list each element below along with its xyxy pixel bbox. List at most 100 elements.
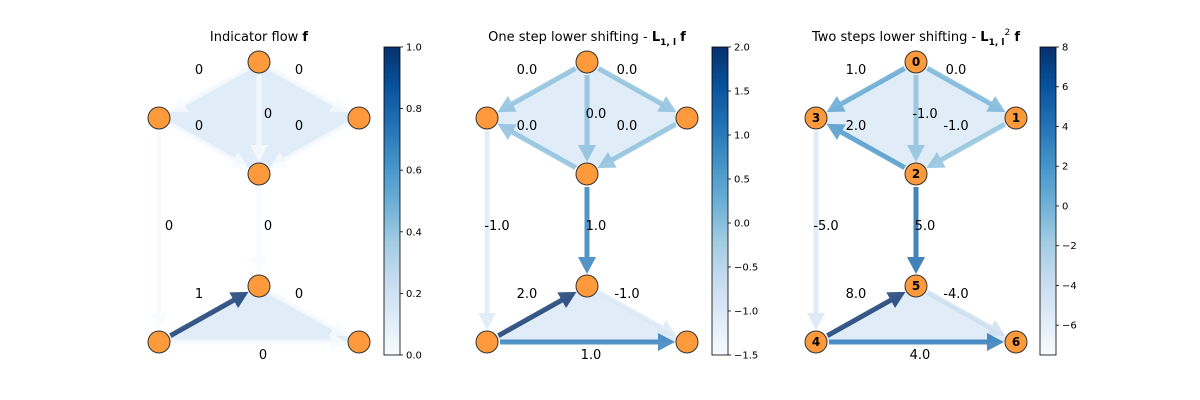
- colorbar-tick-label: 4: [1062, 122, 1068, 133]
- edge-label: 0.0: [617, 119, 638, 134]
- colorbar-tick-label: −1.0: [734, 307, 758, 318]
- edge-3-4: [807, 131, 825, 330]
- edge-label: 4.0: [910, 348, 931, 363]
- edge-arrowhead: [330, 333, 347, 351]
- edge-arrowhead: [597, 151, 617, 169]
- node-circle: [347, 330, 371, 354]
- colorbar-tick-label: 0.5: [734, 175, 750, 186]
- edge-arrowhead: [250, 145, 268, 162]
- edge-4-6: [500, 333, 675, 351]
- colorbar: −1.5 −1.0 −0.5 0.0 0.5 1.0 1.5 2.0: [711, 43, 758, 362]
- edge-label: 0: [195, 63, 203, 78]
- edge-line: [269, 290, 337, 331]
- edge-label: -1.0: [484, 219, 509, 234]
- edge-arrowhead: [886, 291, 906, 309]
- triangle-faces: [159, 62, 359, 342]
- node-circle: [1004, 106, 1028, 130]
- node-label: 3: [812, 111, 820, 125]
- triangle-face: [487, 286, 687, 342]
- triangle-face: [916, 62, 1016, 174]
- graph-edges: 1.0 0.0 -1.0 2.0 -1.0 -5.0 5.0 8.0 -4.0 4.0: [807, 63, 1006, 363]
- edge-arrowhead: [987, 333, 1004, 351]
- colorbar-gradient: [711, 46, 729, 356]
- panel-title: One step lower shifting - L1, l f: [488, 30, 686, 48]
- edge-label: 0: [295, 287, 303, 302]
- colorbar-tick-label: −6: [1062, 321, 1077, 332]
- colorbar-tick-label: −4: [1062, 281, 1077, 292]
- colorbar-tick-label: 1.0: [406, 43, 422, 54]
- edge-0-1: [926, 66, 1006, 113]
- colorbar-tick-label: 0.0: [734, 219, 750, 230]
- edge-label: -1.0: [614, 287, 639, 302]
- node-4: [475, 330, 499, 354]
- node-circle: [575, 274, 599, 298]
- triangle-face: [816, 62, 916, 174]
- edge-arrowhead: [150, 313, 168, 330]
- node-circle: [147, 106, 171, 130]
- node-1: [675, 106, 699, 130]
- edge-label: 0.0: [617, 63, 638, 78]
- edge-line: [281, 122, 349, 163]
- edge-arrowhead: [986, 95, 1006, 113]
- edge-label: 2.0: [517, 287, 538, 302]
- edge-line: [926, 290, 994, 331]
- node-circle: [147, 330, 171, 354]
- edge-line: [169, 297, 237, 338]
- edge-label: 0: [264, 107, 272, 122]
- node-circle: [347, 106, 371, 130]
- graph-edges: 0.0 0.0 0.0 0.0 0.0 -1.0 1.0 2.0 -1.0 1.0: [478, 63, 677, 363]
- edge-arrowhead: [986, 319, 1006, 337]
- colorbar-tick-label: −2: [1062, 241, 1077, 252]
- node-circle: [475, 106, 499, 130]
- node-circle: [575, 50, 599, 74]
- node-label: 0: [912, 55, 920, 69]
- edge-4-5: [169, 291, 249, 338]
- edge-arrowhead: [657, 319, 677, 337]
- edge-5-6: [597, 290, 677, 337]
- triangle-face: [159, 62, 259, 174]
- edge-line: [826, 297, 894, 338]
- edge-4-5: [826, 291, 906, 338]
- edge-arrowhead: [907, 257, 925, 274]
- node-6: [347, 330, 371, 354]
- colorbar-tick-label: 1.5: [734, 87, 750, 98]
- edge-arrowhead: [329, 95, 349, 113]
- triangle-face: [487, 62, 587, 174]
- edge-arrowhead: [478, 313, 496, 330]
- edge-label: 1.0: [846, 63, 867, 78]
- edge-0-3: [497, 66, 577, 113]
- node-0: 0: [904, 50, 928, 74]
- edge-arrowhead: [250, 257, 268, 274]
- edge-arrowhead: [557, 291, 577, 309]
- node-3: [475, 106, 499, 130]
- panel-title: Indicator flow f: [210, 30, 309, 45]
- node-circle: [675, 330, 699, 354]
- edge-label: -1.0: [912, 107, 937, 122]
- node-1: 1: [1004, 106, 1028, 130]
- edge-arrowhead: [169, 95, 189, 113]
- colorbar: −6 −4 −2 0 2 4 6 8: [1039, 43, 1077, 356]
- triangle-face: [259, 62, 359, 174]
- graph-edges: 0 0 0 0 0 0 0 1 0 0: [150, 63, 349, 363]
- edge-label: 8.0: [846, 287, 867, 302]
- edge-4-5: [497, 291, 577, 338]
- edge-label: -5.0: [813, 219, 838, 234]
- edge-line: [509, 129, 577, 170]
- edge-2-5: [250, 187, 268, 274]
- node-6: 6: [1004, 330, 1028, 354]
- edge-label: 5.0: [915, 219, 936, 234]
- edge-0-3: [826, 66, 906, 113]
- edge-label: 1.0: [586, 219, 607, 234]
- node-circle: [575, 162, 599, 186]
- node-circle: [904, 50, 928, 74]
- edge-5-6: [269, 290, 349, 337]
- node-label: 5: [912, 279, 920, 293]
- edge-line: [926, 66, 994, 107]
- edge-arrowhead: [807, 313, 825, 330]
- node-1: [347, 106, 371, 130]
- edge-label: 0.0: [517, 63, 538, 78]
- colorbar-tick-label: 0.0: [406, 351, 422, 362]
- node-5: [247, 274, 271, 298]
- edge-line: [838, 129, 906, 170]
- edge-label: 0: [165, 219, 173, 234]
